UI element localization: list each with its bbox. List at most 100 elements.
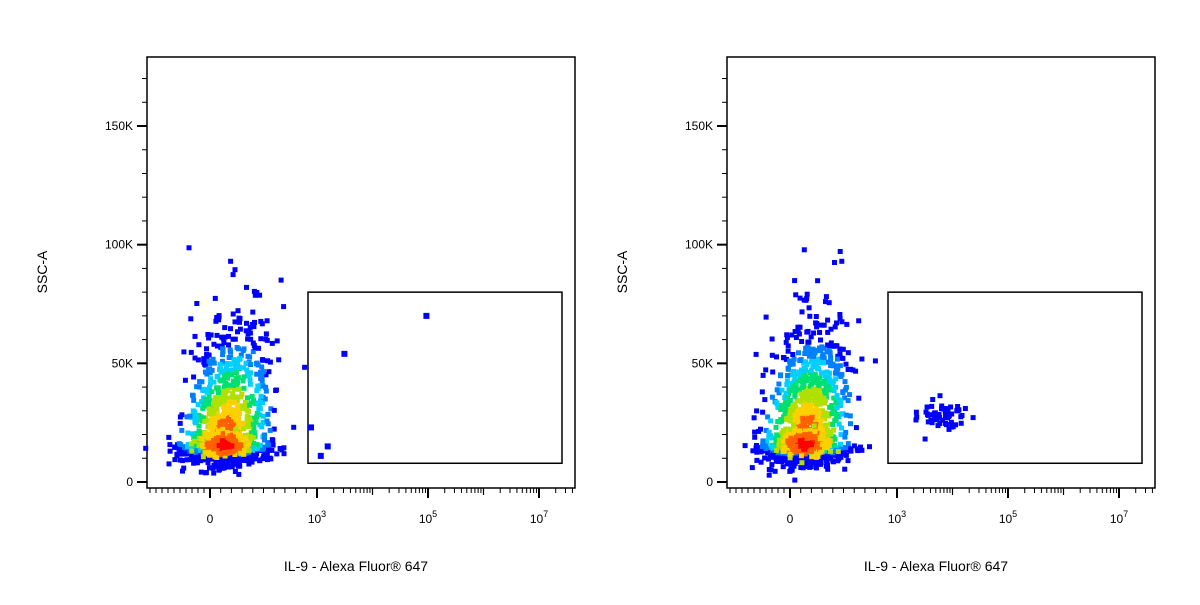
- gate-event: [946, 413, 952, 419]
- event-dot: [819, 408, 825, 414]
- event-dot: [260, 413, 266, 419]
- event-dot: [184, 457, 190, 463]
- event-dot: [763, 314, 769, 320]
- event-dot: [188, 316, 194, 322]
- event-dot: [225, 388, 231, 394]
- event-dot: [819, 344, 825, 350]
- event-dot: [807, 431, 813, 437]
- event-dot: [759, 389, 765, 395]
- event-dot: [792, 412, 798, 418]
- event-dot: [228, 419, 234, 425]
- event-dot: [789, 467, 795, 473]
- x-tick-label: 105: [419, 509, 437, 526]
- event-dot: [799, 460, 805, 466]
- event-dot: [801, 359, 807, 365]
- event-dot: [190, 393, 196, 399]
- event-dot: [806, 353, 812, 359]
- event-dot: [194, 460, 200, 466]
- event-dot: [779, 403, 785, 408]
- event-dot: [222, 453, 228, 459]
- event-dot: [216, 401, 222, 407]
- event-dot: [792, 329, 798, 334]
- gate-events: [308, 312, 430, 459]
- event-dot: [212, 445, 218, 451]
- event-dot: [172, 457, 178, 463]
- event-dot: [766, 434, 772, 440]
- gate-event: [933, 417, 939, 423]
- event-dot: [232, 452, 238, 457]
- event-dot: [229, 394, 235, 400]
- event-dot: [182, 377, 188, 383]
- event-dot: [234, 398, 240, 403]
- event-dot: [191, 374, 197, 380]
- event-dot: [243, 399, 248, 405]
- event-dot: [227, 424, 233, 430]
- event-dot: [794, 398, 800, 404]
- gate-event: [948, 419, 954, 425]
- y-tick-label: 150K: [105, 119, 133, 133]
- event-dot: [794, 370, 800, 376]
- event-dot: [250, 421, 256, 427]
- event-dot: [788, 387, 794, 393]
- gate-event: [913, 409, 919, 415]
- event-dot: [790, 439, 796, 445]
- event-dot: [235, 403, 241, 409]
- event-dot: [260, 456, 266, 462]
- event-dot: [809, 392, 814, 397]
- event-dot: [831, 387, 837, 393]
- event-dot: [792, 460, 798, 466]
- event-dot: [248, 336, 254, 342]
- event-dot: [199, 418, 205, 424]
- event-dot: [833, 400, 839, 406]
- event-dot: [762, 455, 768, 461]
- event-dot: [213, 417, 219, 422]
- event-dot: [792, 374, 798, 380]
- event-dot: [181, 349, 187, 355]
- event-dot: [222, 396, 227, 401]
- event-dot: [263, 331, 269, 337]
- event-dot: [230, 411, 235, 417]
- event-dot: [240, 378, 246, 384]
- event-dot: [281, 304, 287, 310]
- event-dot: [843, 384, 849, 390]
- event-dot: [825, 317, 831, 323]
- event-dot: [843, 361, 849, 367]
- event-dot: [781, 438, 786, 444]
- event-dot: [793, 335, 799, 340]
- event-dot: [244, 458, 250, 464]
- event-dot: [826, 442, 832, 448]
- event-dot: [260, 400, 266, 406]
- gate-event: [341, 350, 348, 357]
- event-dot: [254, 442, 260, 448]
- event-dot: [770, 369, 776, 375]
- plot-frame: [726, 56, 1156, 489]
- event-dot: [826, 347, 832, 353]
- event-dot: [828, 359, 834, 365]
- event-dot: [792, 393, 798, 399]
- event-dot: [797, 438, 803, 444]
- gate-event: [937, 414, 942, 420]
- event-dot: [263, 372, 269, 378]
- event-dot: [270, 438, 276, 444]
- gate-event: [937, 421, 943, 426]
- event-dot: [203, 387, 209, 392]
- event-dot: [262, 432, 268, 438]
- event-dot: [232, 394, 238, 400]
- event-dot: [213, 449, 219, 455]
- gate-event: [955, 408, 961, 414]
- event-dot: [245, 395, 250, 401]
- event-dot: [302, 364, 308, 370]
- event-dot: [194, 415, 200, 420]
- event-dot: [250, 349, 256, 355]
- event-dot: [229, 443, 235, 449]
- event-dot: [742, 443, 748, 449]
- event-dot: [749, 465, 755, 471]
- event-dot: [250, 456, 255, 462]
- event-dot: [762, 397, 768, 403]
- event-dot: [814, 452, 820, 457]
- event-dot: [208, 433, 214, 438]
- gate-event: [946, 426, 952, 432]
- event-dot: [218, 378, 224, 384]
- event-dot: [780, 464, 786, 470]
- event-dot: [220, 399, 226, 405]
